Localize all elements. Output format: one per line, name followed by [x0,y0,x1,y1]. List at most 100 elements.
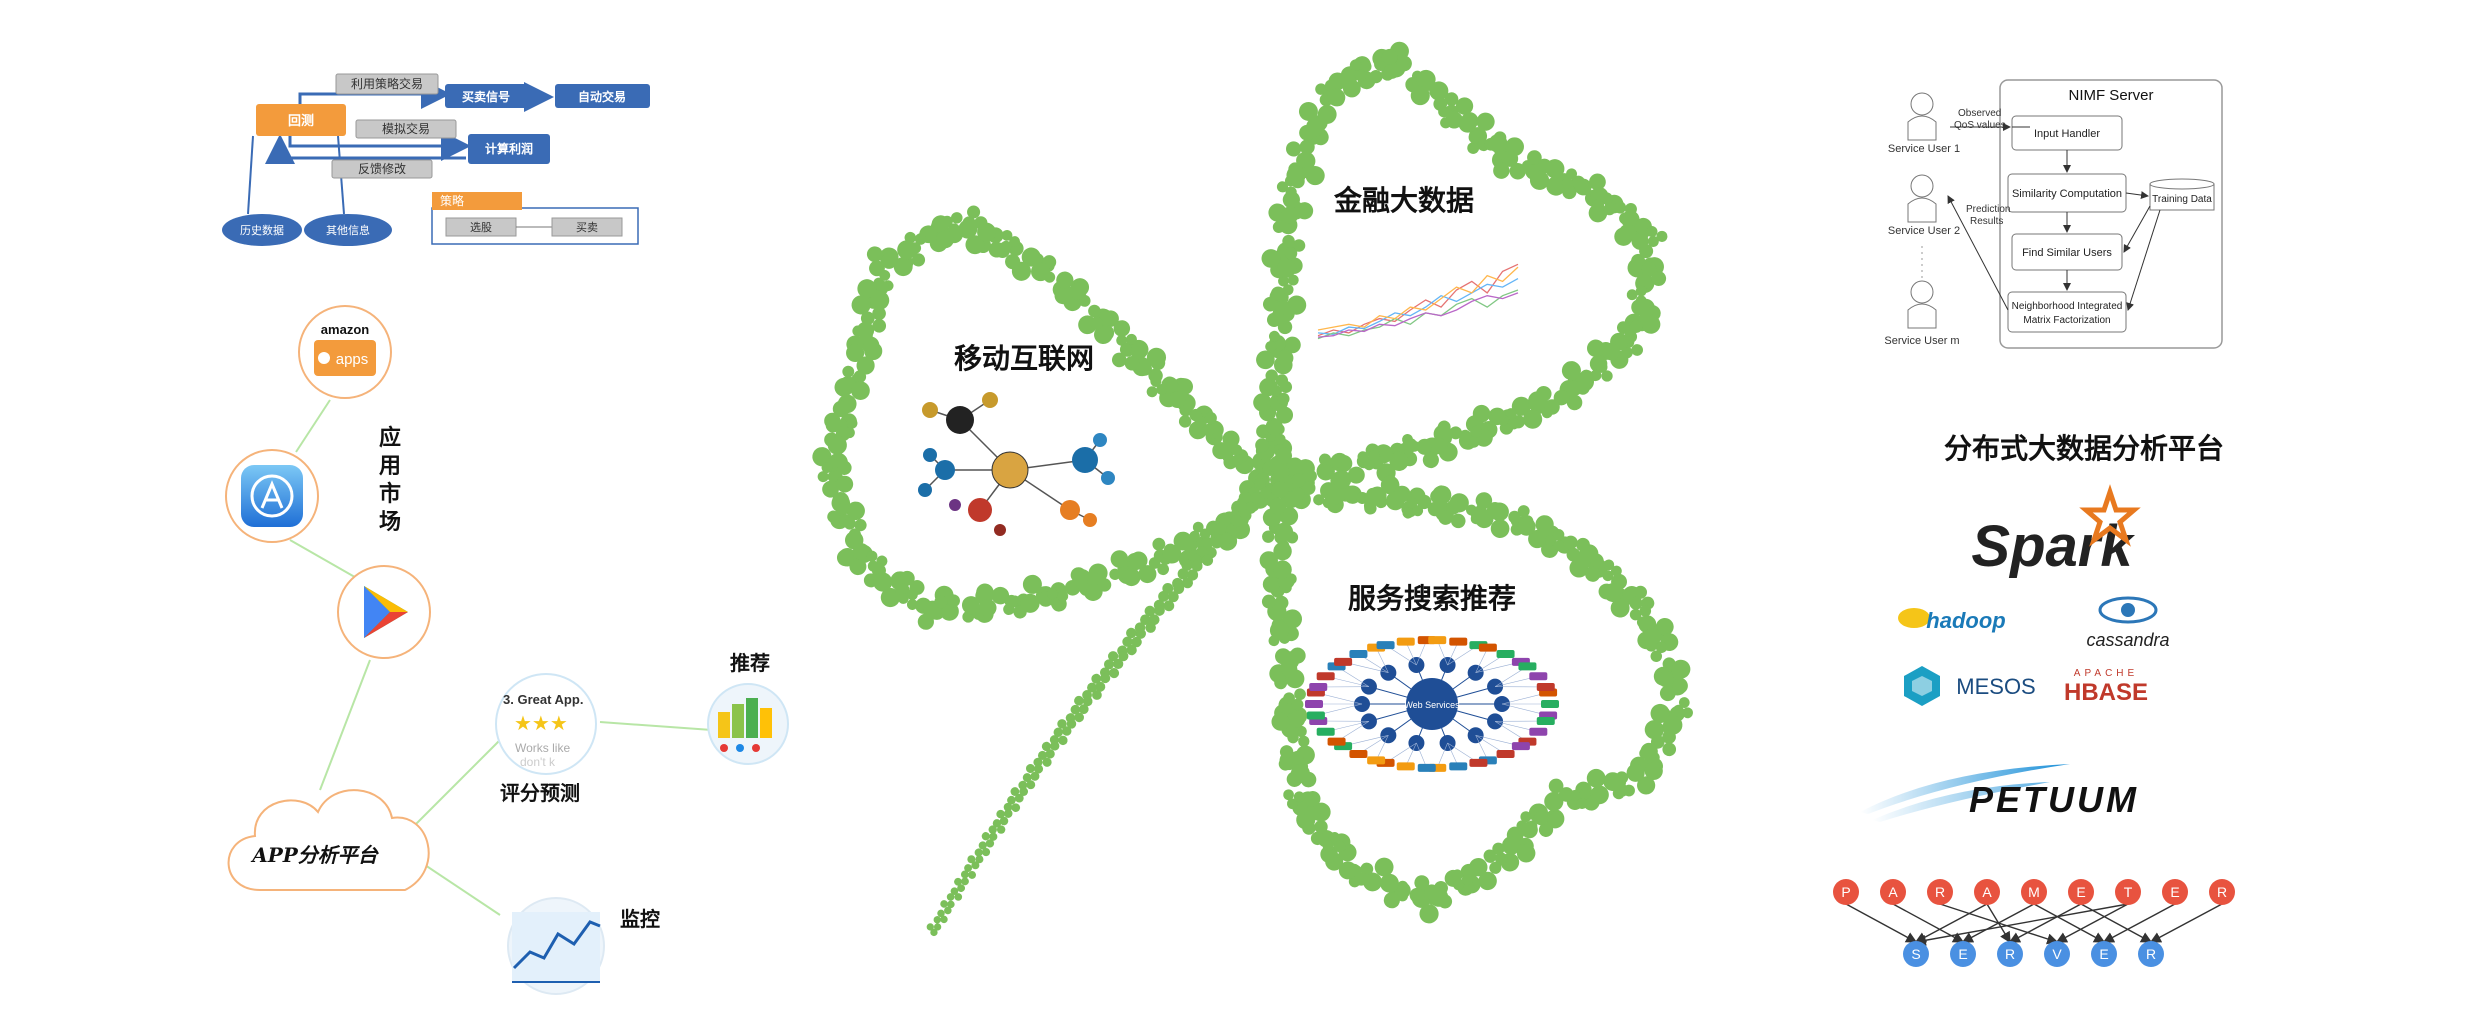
nimf-box-find-users: Find Similar Users [2011,233,2123,271]
parameter-node [1880,879,1906,905]
nimf-observed-label: Observed QoS values [1954,108,2006,131]
service-logo [1309,683,1328,692]
shamrock-icon [1459,425,1483,448]
shamrock-icon [1041,741,1060,759]
shamrock-icon [960,864,977,879]
svg-text:Service User 2: Service User 2 [1888,225,1960,237]
flow-node-simulated-trade: 模拟交易 [355,119,457,139]
service-logo [1536,683,1555,692]
nimf-user-1: Service User 1 [1888,92,1960,155]
shamrock-icon [962,205,988,230]
shamrock-icon [1438,499,1466,529]
shamrock-icon [851,279,890,315]
hadoop-logo: hadoop [1898,608,2006,633]
shamrock-icon [1517,515,1554,549]
ps-edge [1961,903,2035,943]
nimf-server-diagram: NIMF Server Input Handler Similarity Com… [1884,79,2223,349]
shamrock-icon [1529,159,1566,196]
service-logo [1541,700,1559,708]
shamrock-icon [996,809,1013,826]
shamrock-icon [1269,481,1300,515]
svg-text:应用市场: 应用市场 [379,425,401,535]
shamrock-icon [1088,304,1112,330]
shamrock-icon [1636,261,1667,290]
server-letter: V [2052,946,2062,962]
flow-node-history-data: 历史数据 [222,214,302,246]
service-logo [1417,763,1436,772]
shamrock-icon [967,855,984,870]
shamrock-icon [1318,453,1342,477]
shamrock-icon [1189,521,1211,542]
shamrock-icon [946,887,963,901]
service-hub-node [1406,678,1458,730]
shamrock-icon [1646,226,1668,247]
shamrock-icon [1190,546,1214,566]
svg-text:Input Handler: Input Handler [2034,128,2100,140]
shamrock-icon [1161,376,1193,409]
shamrock-icon [940,900,955,915]
nimf-prediction-label: Prediction Results [1966,204,2013,227]
svg-text:Matrix Factorization: Matrix Factorization [2023,315,2110,326]
flow-node-auto-trade: 自动交易 [555,84,650,108]
chart-series-line [1317,266,1519,331]
service-search-graph: Web Services [1305,636,1559,772]
ps-edge [1914,903,2129,946]
server-node [1903,941,1929,967]
shamrock-icon [1484,850,1508,874]
svg-text:apps: apps [336,351,369,368]
nimf-box-input-handler: Input Handler [2011,115,2123,151]
shamrock-icon [1057,719,1077,736]
svg-text:历史数据: 历史数据 [240,223,284,237]
mobile-network-graph [918,392,1115,536]
svg-text:hadoop: hadoop [1926,608,2005,633]
shamrock-icon [1533,810,1563,837]
shamrock-icon [1511,391,1548,429]
svg-text:反馈修改: 反馈修改 [358,161,406,176]
platform-title: 分布式大数据分析平台 [1944,432,2224,465]
parameter-letter: R [1935,884,1945,900]
spark-star-icon [2079,484,2141,547]
ps-edge [1914,903,1988,943]
shamrock-icon [1416,438,1448,469]
shamrock-icon [1645,640,1668,662]
parameter-letter: A [1888,884,1898,900]
chart-series-line [1317,292,1519,338]
service-logo [1511,742,1530,751]
shamrock-icon [846,341,883,375]
shamrock-icon [1074,695,1093,715]
parameter-letter: E [2076,884,2085,900]
clover-decoration [812,41,1694,937]
svg-text:计算利润: 计算利润 [485,141,533,156]
svg-text:其他信息: 其他信息 [326,223,370,237]
svg-text:Service User m: Service User m [1884,335,1959,347]
rating-card: 3. Great App. ★★★ Works like don't k [495,673,597,775]
shamrock-icon [1409,875,1440,903]
service-logo [1469,758,1488,767]
nimf-training-data: Training Data [2149,178,2215,211]
app-market-label: 应用市场 [379,425,401,535]
shamrock-icon [933,909,948,924]
flow-node-feedback-modify: 反馈修改 [331,159,433,179]
shamrock-icon [1108,651,1129,669]
parameter-letter: E [2170,884,2179,900]
ps-edge [1845,903,1918,943]
shamrock-icon [1011,247,1051,282]
shamrock-icon [981,832,998,848]
ps-edge [2149,903,2223,943]
shamrock-icon [1283,789,1305,810]
server-node [2091,941,2117,967]
parameter-server-diagram: P A R A M E T E R S E R V E R [1833,879,2235,967]
ps-edge [2055,903,2129,943]
svg-text:APP分析平台: APP分析平台 [250,843,380,867]
shamrock-icon [1264,369,1289,394]
service-logo [1449,762,1468,771]
parameter-letter: A [1982,884,1992,900]
svg-text:Service User 1: Service User 1 [1888,143,1960,155]
svg-text:模拟交易: 模拟交易 [382,121,430,136]
hbase-logo: APACHE HBASE [2064,668,2148,706]
service-logo [1518,662,1537,671]
shamrock-icon [1025,763,1044,781]
parameter-node [2021,879,2047,905]
recommend-label: 推荐 [730,651,770,675]
parameter-letter: R [2217,884,2227,900]
